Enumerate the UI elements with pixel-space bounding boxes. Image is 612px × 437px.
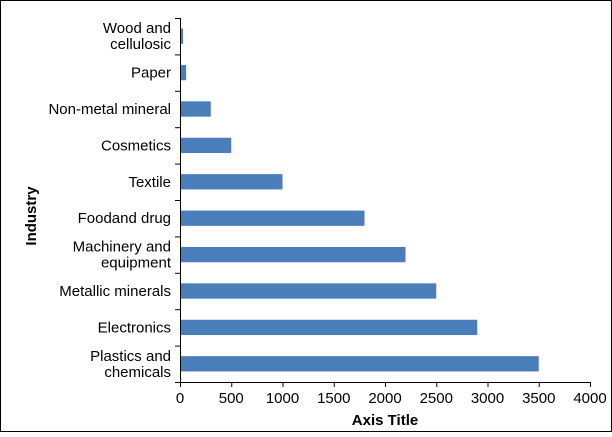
category-label: Electronics xyxy=(98,319,171,336)
x-tick-label: 2500 xyxy=(420,390,453,407)
bar xyxy=(181,64,187,81)
bar xyxy=(181,101,211,117)
category-label: Metallic minerals xyxy=(59,283,171,300)
category-label: Cosmetics xyxy=(101,137,171,154)
bar xyxy=(181,210,365,226)
y-axis-title: Industry xyxy=(23,186,40,246)
bar xyxy=(181,356,539,372)
x-tick-label: 3000 xyxy=(471,390,504,407)
bar xyxy=(181,246,406,263)
x-tick-label: 4000 xyxy=(573,390,606,407)
category-label: Wood and cellulosic xyxy=(103,20,172,53)
category-label: Foodand drug xyxy=(78,210,171,227)
x-tick-label: 1000 xyxy=(266,390,299,407)
category-label: Paper xyxy=(131,65,171,82)
bar xyxy=(181,319,478,336)
bar xyxy=(181,28,184,44)
x-tick-label: 500 xyxy=(219,390,244,407)
category-label: Machinery and equipment xyxy=(73,239,172,272)
axes-layer xyxy=(175,18,591,387)
x-tick-label: 2000 xyxy=(368,390,401,407)
bar xyxy=(181,283,437,299)
x-tick-label: 3500 xyxy=(522,390,555,407)
x-tick-label: 0 xyxy=(176,390,184,407)
x-axis-title: Axis Title xyxy=(352,412,418,429)
category-labels: Wood and cellulosic Paper Non-metal mineral… xyxy=(48,20,171,381)
category-label: Textile xyxy=(128,174,171,191)
category-label: Plastics and chemicals xyxy=(90,348,171,381)
x-tick-labels: 0 500 1000 1500 2000 2500 3000 3500 4000 xyxy=(176,390,607,407)
category-label: Non-metal mineral xyxy=(48,101,171,118)
x-tick-label: 1500 xyxy=(317,390,350,407)
bar xyxy=(181,174,283,190)
bar xyxy=(181,137,232,154)
bars-layer xyxy=(181,28,539,372)
